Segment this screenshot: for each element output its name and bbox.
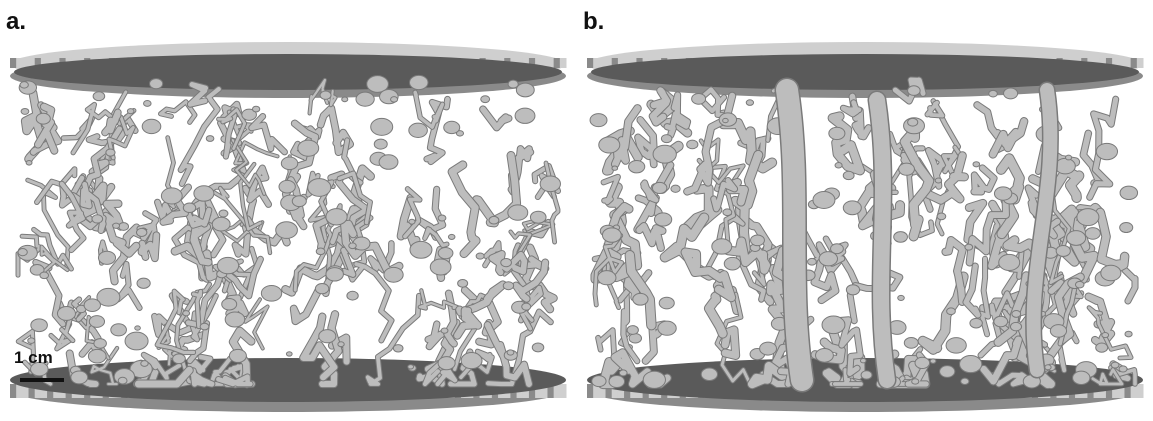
top-disk bbox=[587, 42, 1144, 98]
scale-bar-label: 1 cm bbox=[14, 348, 53, 367]
panel-label-a: a. bbox=[6, 8, 27, 35]
top-disk bbox=[10, 42, 567, 98]
scale-bar-line bbox=[20, 378, 64, 382]
pore-network bbox=[15, 74, 562, 389]
scale-bar: 1 cm bbox=[14, 348, 74, 388]
panel-label-b: b. bbox=[583, 8, 605, 35]
panel-b: b. bbox=[577, 0, 1153, 421]
pore-network bbox=[589, 76, 1139, 393]
panel-a: a. 1 cm bbox=[0, 0, 576, 421]
pore-network-render-b bbox=[587, 42, 1144, 412]
pore-network-render-a bbox=[10, 42, 567, 412]
